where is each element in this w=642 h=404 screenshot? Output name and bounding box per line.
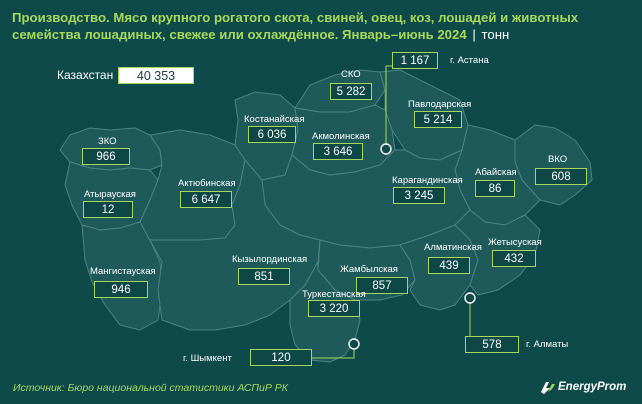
label-zhambyl: Жамбылская [340,264,398,275]
total-value: 40 353 [118,67,194,84]
value-astana: 1 167 [392,52,438,69]
label-almaty-region: Алматинская [424,242,482,253]
title-separator: | [472,27,476,42]
title-unit: тонн [481,27,510,42]
label-pavlodar: Павлодарская [408,99,472,110]
value-zhambyl: 857 [356,277,408,294]
total-label: Казахстан [57,68,114,82]
label-turkestan: Туркестанская [302,289,366,300]
label-shymkent: г. Шымкент [183,353,232,364]
value-zko: 966 [82,148,130,165]
value-atyrau: 12 [83,201,133,218]
title-main: Производство. Мясо крупного рогатого ско… [12,10,579,42]
label-atyrau: Атырауская [84,189,136,200]
label-akmola: Акмолинская [312,131,370,142]
value-karaganda: 3 245 [393,187,445,204]
label-sko: СКО [341,69,361,80]
brand-name: EnergyProm [558,381,627,393]
value-akmola: 3 646 [313,143,363,160]
chart-title: Производство. Мясо крупного рогатого ско… [12,9,632,43]
value-turkestan: 3 220 [308,300,360,317]
region-kyzylorda-shape [149,159,321,331]
value-almaty-city: 578 [465,336,519,353]
label-abai: Абайская [475,167,517,178]
label-mangystau: Мангистауская [90,266,156,277]
label-aktobe: Актюбинская [178,178,236,189]
value-vko: 608 [535,168,587,185]
value-shymkent: 120 [250,349,312,366]
marker-shymkent-icon [348,338,360,350]
label-zko: ЗКО [98,136,117,147]
energyprom-logo-icon [541,382,555,394]
value-aktobe: 6 647 [180,191,232,208]
value-abai: 86 [475,180,515,197]
label-zhetysu: Жетысуская [488,237,542,248]
value-kyzylorda: 851 [238,268,290,285]
value-sko: 5 282 [330,83,372,100]
marker-almaty-icon [464,292,476,304]
marker-astana-icon [380,143,392,155]
value-almaty-region: 439 [428,257,470,274]
label-vko: ВКО [548,154,568,165]
leader-astana [385,65,392,148]
value-kostanay: 6 036 [248,126,296,143]
label-almaty-city: г. Алматы [526,339,569,350]
value-zhetysu: 432 [492,250,536,267]
value-mangystau: 946 [94,281,148,298]
source-note: Источник: Бюро национальной статистики А… [13,382,288,394]
leader-shymkent [312,350,355,359]
label-kostanay: Костанайская [244,114,305,125]
label-kyzylorda: Кызылординская [232,254,308,265]
label-karaganda: Карагандинская [392,175,463,186]
label-astana: г. Астана [450,55,489,66]
value-pavlodar: 5 214 [414,111,462,128]
